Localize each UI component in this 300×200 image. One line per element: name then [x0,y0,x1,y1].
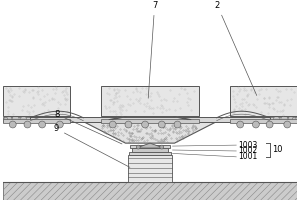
Circle shape [9,121,16,128]
Circle shape [281,116,288,123]
Bar [30,117,270,122]
Polygon shape [3,117,30,122]
Bar [230,119,297,123]
Circle shape [12,116,19,123]
Circle shape [288,116,294,122]
Polygon shape [109,117,127,120]
Polygon shape [136,143,164,148]
Text: 8: 8 [54,110,122,144]
Bar [3,119,70,123]
Circle shape [125,121,132,128]
Bar [3,86,70,116]
Polygon shape [83,122,217,143]
Circle shape [292,117,296,121]
Bar [129,152,171,155]
Bar [132,148,168,152]
Circle shape [266,121,273,128]
Circle shape [136,145,140,149]
Circle shape [21,116,26,122]
Bar [101,86,199,116]
Text: 1003: 1003 [238,141,258,150]
Circle shape [158,121,165,128]
Circle shape [174,121,181,128]
Circle shape [6,116,12,122]
Text: 10: 10 [273,145,283,154]
Circle shape [274,116,279,122]
Text: 1001: 1001 [238,152,257,161]
Bar [101,119,199,123]
Circle shape [253,121,259,128]
Circle shape [24,121,31,128]
Bar [230,86,297,116]
Text: 9: 9 [54,124,130,167]
Circle shape [284,121,291,128]
Circle shape [142,121,148,128]
Circle shape [109,121,116,128]
Polygon shape [173,117,191,120]
Circle shape [160,145,164,149]
Text: 2: 2 [215,1,257,95]
Circle shape [4,117,8,121]
Bar [128,155,172,182]
Polygon shape [270,117,297,122]
Circle shape [39,121,46,128]
Circle shape [237,121,244,128]
Circle shape [56,121,63,128]
Bar [130,145,170,148]
Text: 7: 7 [148,1,157,98]
Bar [3,182,297,200]
Text: 1002: 1002 [238,146,257,155]
